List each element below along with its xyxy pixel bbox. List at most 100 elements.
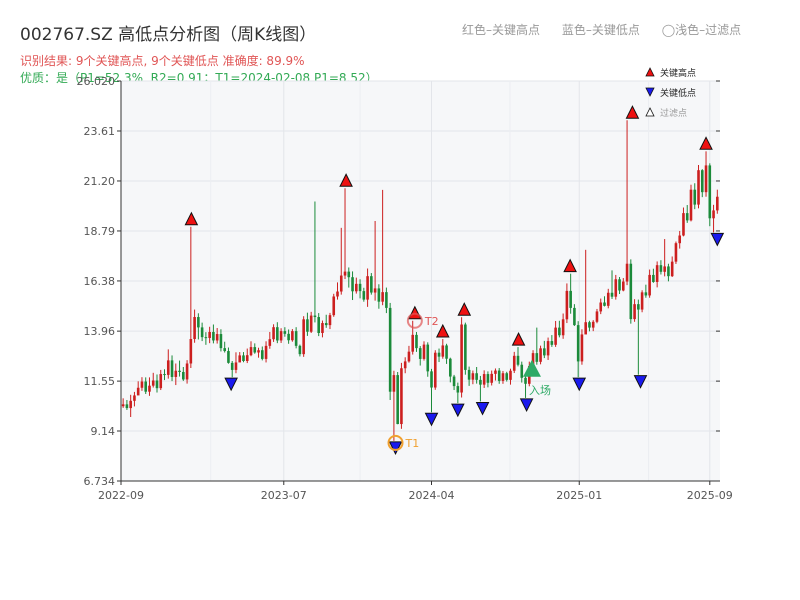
candle-body: [204, 337, 208, 339]
candle-body: [512, 355, 516, 371]
candle-body: [291, 331, 294, 341]
candle: [351, 271, 354, 301]
candle: [595, 308, 599, 324]
candle-body: [490, 373, 493, 383]
candle: [144, 377, 148, 394]
candle: [610, 270, 614, 299]
candle-body: [238, 355, 242, 363]
candle: [426, 342, 430, 377]
candle: [697, 164, 700, 209]
candle: [561, 313, 565, 339]
key-high-marker: [563, 258, 577, 273]
candle-body: [652, 274, 655, 282]
candle: [667, 263, 670, 282]
candle-body: [561, 319, 565, 336]
candle-body: [403, 361, 407, 369]
candle-body: [618, 279, 621, 291]
candle: [392, 370, 396, 441]
candle: [388, 302, 392, 400]
candle-body: [407, 351, 411, 362]
candle-body: [129, 400, 132, 409]
candle-body: [426, 344, 430, 372]
candle: [381, 189, 384, 306]
candle-body: [539, 348, 542, 362]
candle-body: [313, 315, 317, 318]
key-low-marker: [572, 377, 587, 392]
candle-body: [140, 381, 144, 388]
legend-label: 过滤点: [660, 107, 687, 119]
candle-body: [516, 355, 520, 365]
candle-body: [358, 283, 362, 292]
candle-body: [392, 375, 396, 392]
candle-body: [494, 370, 497, 374]
candle: [670, 256, 674, 277]
candle: [415, 331, 418, 352]
key-low-marker: [519, 398, 534, 413]
candle-body: [501, 373, 505, 381]
candle: [490, 370, 493, 386]
candle-body: [260, 350, 264, 359]
candle-body: [287, 333, 290, 341]
candle: [655, 261, 659, 288]
candle-body: [351, 277, 354, 292]
candle-body: [373, 288, 377, 293]
candle: [283, 327, 287, 337]
candle: [219, 329, 223, 352]
candle: [486, 371, 490, 388]
y-tick-label: 21.20: [84, 175, 116, 188]
candle: [464, 322, 467, 375]
candle: [418, 346, 422, 366]
y-tick-label: 9.14: [91, 425, 116, 438]
candle-body: [693, 189, 697, 205]
candle: [287, 329, 290, 344]
candle-body: [471, 373, 475, 380]
candle-body: [332, 296, 336, 316]
candle: [618, 276, 621, 295]
candle: [437, 348, 441, 363]
key-high-marker: [511, 331, 526, 346]
candle: [633, 299, 636, 322]
candle: [584, 249, 587, 335]
candle: [452, 374, 456, 391]
candle: [223, 341, 226, 353]
candle-body: [257, 350, 260, 353]
candle-body: [464, 324, 467, 370]
candle: [260, 346, 264, 361]
key-low-marker: [388, 441, 403, 455]
candle-body: [576, 325, 580, 362]
candle: [276, 322, 279, 344]
candle: [358, 279, 362, 299]
candle: [317, 313, 320, 337]
candle-body: [460, 324, 463, 393]
candle: [332, 293, 336, 317]
entry-marker: [522, 359, 541, 377]
candle: [306, 312, 309, 336]
candle: [197, 313, 200, 340]
candle: [166, 349, 170, 379]
candle-body: [170, 360, 174, 377]
candle-body: [441, 345, 445, 357]
candle-body: [456, 386, 460, 393]
candle-body: [659, 265, 663, 272]
chart-title: 002767.SZ 高低点分析图（周K线图）: [20, 25, 317, 45]
candle-body: [580, 334, 584, 362]
candle-body: [309, 315, 313, 332]
legend-label: 关键低点: [660, 87, 696, 99]
candle: [565, 283, 569, 324]
candle-body: [486, 374, 490, 383]
candle: [343, 188, 347, 280]
candle-body: [230, 362, 234, 370]
candle-body: [430, 371, 433, 388]
candle-body: [227, 351, 230, 363]
candle: [400, 362, 403, 429]
candle: [212, 324, 215, 344]
candle: [460, 317, 463, 398]
candle-body: [388, 307, 392, 392]
candle: [125, 399, 129, 410]
t2-label: T2: [424, 315, 439, 328]
candle: [479, 375, 482, 402]
candle-body: [136, 387, 140, 396]
legend-light-filtered: ◯浅色–过滤点: [661, 23, 742, 37]
key-low-marker: [424, 412, 439, 427]
candle: [257, 347, 260, 358]
